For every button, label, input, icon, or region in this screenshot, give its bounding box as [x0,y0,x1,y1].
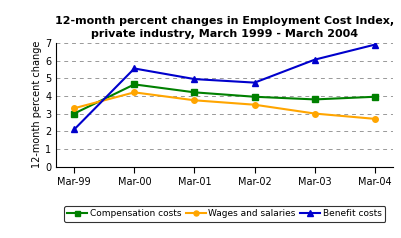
Compensation costs [192,91,197,94]
Wages and salaries [312,112,317,115]
Benefit costs [373,43,377,46]
Benefit costs [192,78,197,80]
Wages and salaries [252,103,257,106]
Benefit costs [252,81,257,84]
Compensation costs [373,95,377,98]
Compensation costs [132,83,137,86]
Title: 12-month percent changes in Employment Cost Index,
private industry, March 1999 : 12-month percent changes in Employment C… [55,16,394,39]
Benefit costs [312,58,317,61]
Y-axis label: 12-month percent change: 12-month percent change [32,41,42,169]
Wages and salaries [373,117,377,120]
Compensation costs [72,112,77,115]
Line: Compensation costs: Compensation costs [71,82,378,116]
Legend: Compensation costs, Wages and salaries, Benefit costs: Compensation costs, Wages and salaries, … [64,206,385,222]
Benefit costs [72,128,77,131]
Benefit costs [132,67,137,70]
Wages and salaries [192,99,197,102]
Wages and salaries [72,107,77,110]
Line: Wages and salaries: Wages and salaries [71,89,378,122]
Line: Benefit costs: Benefit costs [71,41,379,133]
Compensation costs [312,98,317,101]
Compensation costs [252,95,257,98]
Wages and salaries [132,91,137,94]
